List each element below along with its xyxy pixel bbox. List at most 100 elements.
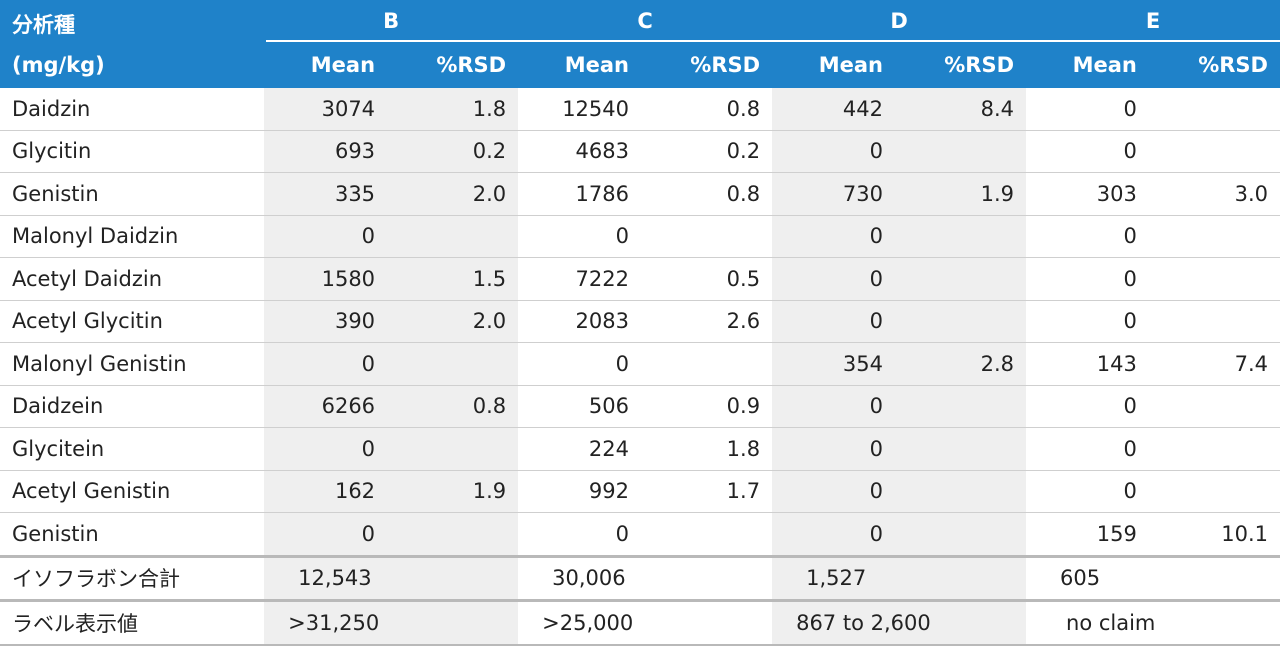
e-mean-cell: 0 xyxy=(1026,88,1149,131)
c-mean-cell: 992 xyxy=(518,470,641,513)
b-mean-cell: 390 xyxy=(264,300,388,343)
analyte-name: Glycitein xyxy=(0,427,265,471)
b-mean-cell: 0 xyxy=(264,215,388,258)
b-rsd-cell: 0.2 xyxy=(387,130,519,173)
b-mean-cell: 3074 xyxy=(264,88,388,131)
e-rsd-cell: 3.0 xyxy=(1148,172,1280,216)
c-mean-cell: 2083 xyxy=(518,300,641,343)
table-row: Acetyl Genistin 162 1.9 992 1.7 0 0 xyxy=(0,470,1280,513)
table-row: Malonyl Daidzin 0 0 0 0 xyxy=(0,215,1280,258)
c-rsd-cell xyxy=(641,512,773,557)
d-rsd-cell xyxy=(894,215,1027,258)
c-rsd-cell: 0.9 xyxy=(641,385,773,428)
analyte-name: Acetyl Glycitin xyxy=(0,300,265,343)
c-mean-cell: 1786 xyxy=(518,172,641,216)
c-rsd-cell: 0.8 xyxy=(641,88,773,131)
e-rsd-cell xyxy=(1148,427,1280,471)
e-mean-cell: 0 xyxy=(1026,257,1149,301)
c-rsd-cell xyxy=(641,215,773,258)
d-rsd-cell: 1.9 xyxy=(894,172,1027,216)
c-mean-cell: 0 xyxy=(518,342,641,386)
table-row: Malonyl Genistin 0 0 354 2.8 143 7.4 xyxy=(0,342,1280,386)
analyte-name: Malonyl Daidzin xyxy=(0,215,265,258)
e-rsd-cell xyxy=(1148,470,1280,513)
c-rsd-cell: 1.8 xyxy=(641,427,773,471)
total-e: 605 xyxy=(1026,554,1280,601)
c-mean-cell: 506 xyxy=(518,385,641,428)
analyte-name: Genistin xyxy=(0,512,265,557)
table-row: Genistin 0 0 0 159 10.1 xyxy=(0,512,1280,557)
e-mean-cell: 0 xyxy=(1026,385,1149,428)
b-mean-cell: 0 xyxy=(264,427,388,471)
b-rsd-cell xyxy=(387,342,519,386)
d-mean-cell: 0 xyxy=(772,300,895,343)
table-row: Daidzin 3074 1.8 12540 0.8 442 8.4 0 xyxy=(0,88,1280,131)
d-rsd-cell xyxy=(894,470,1027,513)
b-mean-cell: 6266 xyxy=(264,385,388,428)
sample-header-c: C xyxy=(518,0,773,42)
d-mean-cell: 354 xyxy=(772,342,895,386)
mean-header-e: Mean xyxy=(1026,42,1149,88)
b-mean-cell: 0 xyxy=(264,512,388,557)
d-mean-cell: 0 xyxy=(772,427,895,471)
b-rsd-cell: 1.8 xyxy=(387,88,519,131)
b-rsd-cell: 2.0 xyxy=(387,172,519,216)
table-row: Acetyl Daidzin 1580 1.5 7222 0.5 0 0 xyxy=(0,257,1280,301)
rsd-header-b: %RSD xyxy=(387,42,519,88)
e-rsd-cell xyxy=(1148,385,1280,428)
d-rsd-cell xyxy=(894,512,1027,557)
c-rsd-cell: 2.6 xyxy=(641,300,773,343)
d-mean-cell: 0 xyxy=(772,385,895,428)
d-rsd-cell xyxy=(894,130,1027,173)
e-mean-cell: 0 xyxy=(1026,300,1149,343)
analyte-name: Daidzein xyxy=(0,385,265,428)
label-claim-label: ラベル表示値 xyxy=(0,599,265,646)
analyte-name: Acetyl Daidzin xyxy=(0,257,265,301)
d-mean-cell: 442 xyxy=(772,88,895,131)
e-rsd-cell xyxy=(1148,130,1280,173)
c-mean-cell: 0 xyxy=(518,512,641,557)
d-mean-cell: 730 xyxy=(772,172,895,216)
analyte-label-line2: (mg/kg) xyxy=(12,53,105,77)
d-mean-cell: 0 xyxy=(772,130,895,173)
c-rsd-cell: 1.7 xyxy=(641,470,773,513)
e-rsd-cell: 7.4 xyxy=(1148,342,1280,386)
d-rsd-cell xyxy=(894,385,1027,428)
d-mean-cell: 0 xyxy=(772,257,895,301)
total-c: 30,006 xyxy=(518,554,773,601)
c-mean-cell: 4683 xyxy=(518,130,641,173)
table-row: Acetyl Glycitin 390 2.0 2083 2.6 0 0 xyxy=(0,300,1280,343)
label-claim-c: >25,000 xyxy=(518,599,773,646)
table-row: Daidzein 6266 0.8 506 0.9 0 0 xyxy=(0,385,1280,428)
analyte-name: Glycitin xyxy=(0,130,265,173)
table-row: Glycitin 693 0.2 4683 0.2 0 0 xyxy=(0,130,1280,173)
rsd-header-e: %RSD xyxy=(1148,42,1280,88)
c-rsd-cell: 0.2 xyxy=(641,130,773,173)
mean-header-d: Mean xyxy=(772,42,895,88)
e-rsd-cell xyxy=(1148,88,1280,131)
analyte-label-line1: 分析種 xyxy=(12,13,75,37)
c-rsd-cell: 0.5 xyxy=(641,257,773,301)
d-rsd-cell: 8.4 xyxy=(894,88,1027,131)
e-mean-cell: 0 xyxy=(1026,130,1149,173)
e-mean-cell: 0 xyxy=(1026,427,1149,471)
analyte-name: Daidzin xyxy=(0,88,265,131)
mean-header-c: Mean xyxy=(518,42,641,88)
table-header: 分析種 (mg/kg) B C D E Mean %RSD Mean %RSD … xyxy=(0,0,1280,88)
c-mean-cell: 7222 xyxy=(518,257,641,301)
table-row: Glycitein 0 224 1.8 0 0 xyxy=(0,427,1280,471)
label-claim-d: 867 to 2,600 xyxy=(772,599,1027,646)
analyte-name: Malonyl Genistin xyxy=(0,342,265,386)
e-mean-cell: 303 xyxy=(1026,172,1149,216)
b-rsd-cell: 1.5 xyxy=(387,257,519,301)
total-label: イソフラボン合計 xyxy=(0,554,265,601)
e-rsd-cell xyxy=(1148,215,1280,258)
label-claim-b: >31,250 xyxy=(264,599,519,646)
table-row: Genistin 335 2.0 1786 0.8 730 1.9 303 3.0 xyxy=(0,172,1280,216)
table-body: Daidzin 3074 1.8 12540 0.8 442 8.4 0 Glycitin 693… xyxy=(0,88,1280,646)
b-mean-cell: 693 xyxy=(264,130,388,173)
e-rsd-cell xyxy=(1148,300,1280,343)
c-rsd-cell xyxy=(641,342,773,386)
total-d: 1,527 xyxy=(772,554,1027,601)
